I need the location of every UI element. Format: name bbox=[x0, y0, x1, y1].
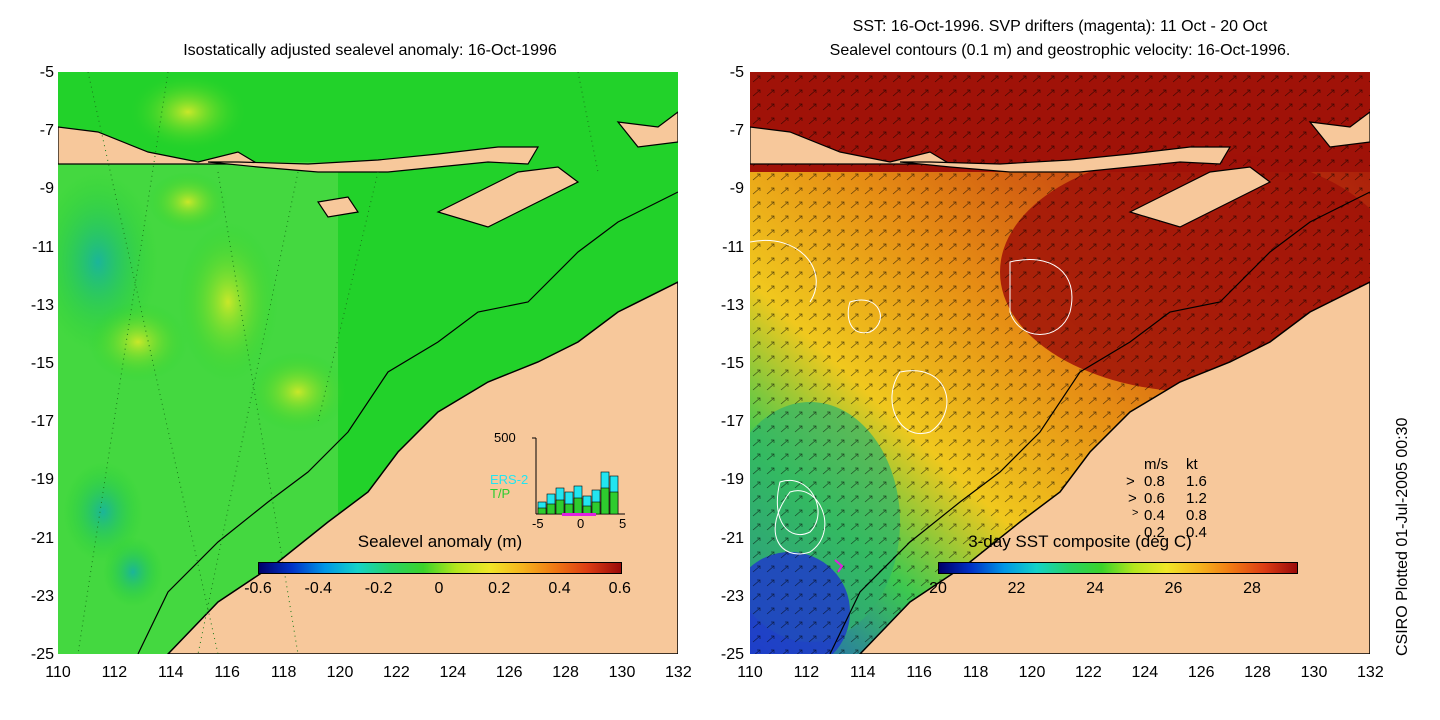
velocity-legend-ms: 0.8 bbox=[1144, 473, 1165, 490]
left-panel-title: Isostatically adjusted sealevel anomaly:… bbox=[183, 42, 557, 59]
x-tick-label: 122 bbox=[383, 664, 410, 681]
colorbar-tick-label: 0.6 bbox=[608, 580, 631, 597]
x-tick-label: 116 bbox=[906, 664, 932, 681]
y-tick-label: -11 bbox=[722, 238, 744, 256]
velocity-legend-kt: 1.2 bbox=[1186, 490, 1207, 507]
colorbar-tick-label: 0.2 bbox=[488, 580, 511, 597]
velocity-arrow-icon: > bbox=[1126, 473, 1135, 490]
velocity-legend-kt: 1.6 bbox=[1186, 473, 1207, 490]
velocity-legend-ms: 0.2 bbox=[1144, 524, 1165, 541]
colorbar-tick-label: 20 bbox=[929, 580, 947, 597]
velocity-legend-kt: 0.4 bbox=[1186, 524, 1207, 541]
x-tick-label: 126 bbox=[495, 664, 523, 681]
x-tick-label: 114 bbox=[850, 664, 876, 681]
y-tick-label: -15 bbox=[720, 355, 744, 372]
inset-xtick: 0 bbox=[577, 516, 584, 531]
velocity-legend-ms: 0.4 bbox=[1144, 507, 1165, 524]
colorbar-tick-label: -0.2 bbox=[364, 580, 393, 597]
x-tick-label: 130 bbox=[1300, 664, 1328, 681]
x-tick-label: 120 bbox=[326, 664, 354, 681]
inset-xtick: -5 bbox=[532, 516, 544, 531]
y-tick-label: -7 bbox=[729, 122, 744, 140]
y-tick-label: -19 bbox=[30, 471, 54, 489]
x-tick-label: 118 bbox=[270, 664, 297, 681]
x-tick-label: 120 bbox=[1018, 664, 1046, 681]
inset-tp-label: T/P bbox=[490, 486, 510, 501]
y-tick-label: -9 bbox=[729, 180, 744, 198]
sst-colorbar bbox=[938, 562, 1298, 574]
sst-colorbar-label: 3-day SST composite (deg C) bbox=[968, 532, 1192, 551]
y-tick-label: -17 bbox=[720, 413, 744, 431]
sla-colorbar bbox=[258, 562, 622, 574]
x-tick-label: 132 bbox=[665, 664, 692, 681]
y-tick-label: -13 bbox=[30, 296, 54, 314]
velocity-legend-kt: 0.8 bbox=[1186, 507, 1207, 524]
y-tick-label: -25 bbox=[720, 646, 744, 663]
colorbar-tick-label: 26 bbox=[1164, 580, 1183, 597]
velocity-arrow-icon: > bbox=[1128, 490, 1137, 507]
y-tick-label: -21 bbox=[30, 529, 54, 547]
colorbar-tick-label: 24 bbox=[1086, 580, 1104, 597]
inset-bars bbox=[537, 471, 619, 515]
x-tick-label: 124 bbox=[439, 664, 467, 681]
sea-level-anomaly-map bbox=[58, 72, 678, 654]
colorbar-tick-label: -0.4 bbox=[304, 580, 333, 597]
x-tick-label: 124 bbox=[1131, 664, 1159, 681]
y-tick-label: -5 bbox=[729, 64, 744, 81]
colorbar-tick-label: 28 bbox=[1243, 580, 1261, 597]
x-tick-label: 110 bbox=[737, 664, 763, 681]
x-tick-label: 114 bbox=[158, 664, 184, 681]
inset-ers2-label: ERS-2 bbox=[490, 472, 528, 487]
x-tick-label: 128 bbox=[552, 664, 579, 681]
right-panel-title-line1: SST: 16-Oct-1996. SVP drifters (magenta)… bbox=[852, 18, 1268, 35]
y-tick-label: -23 bbox=[30, 587, 54, 605]
y-tick-label: -13 bbox=[720, 296, 744, 314]
x-tick-label: 130 bbox=[608, 664, 636, 681]
colorbar-tick-label: 0 bbox=[434, 580, 444, 597]
x-tick-label: 116 bbox=[214, 664, 240, 681]
y-tick-label: -9 bbox=[39, 180, 54, 198]
x-tick-label: 128 bbox=[1244, 664, 1271, 681]
inset-xtick: 5 bbox=[619, 516, 626, 531]
sst-map bbox=[750, 72, 1370, 654]
y-tick-label: -19 bbox=[720, 471, 744, 489]
x-tick-label: 110 bbox=[45, 664, 71, 681]
y-tick-label: -11 bbox=[32, 238, 54, 256]
y-tick-label: -5 bbox=[39, 64, 54, 81]
right-panel-title-line2: Sealevel contours (0.1 m) and geostrophi… bbox=[829, 42, 1291, 59]
x-tick-label: 112 bbox=[101, 664, 128, 681]
y-tick-label: -7 bbox=[39, 122, 54, 140]
y-tick-label: -25 bbox=[30, 646, 54, 663]
x-tick-label: 132 bbox=[1357, 664, 1384, 681]
y-tick-label: -23 bbox=[720, 587, 744, 605]
velocity-arrow-icon: > bbox=[1132, 507, 1139, 519]
sla-colorbar-label: Sealevel anomaly (m) bbox=[357, 532, 523, 551]
x-tick-label: 118 bbox=[962, 664, 989, 681]
colorbar-tick-label: 22 bbox=[1007, 580, 1026, 597]
y-tick-label: -17 bbox=[30, 413, 54, 431]
y-tick-label: -21 bbox=[720, 529, 744, 547]
velocity-legend-ms: 0.6 bbox=[1144, 490, 1165, 507]
x-tick-label: 126 bbox=[1187, 664, 1215, 681]
y-tick-label: -15 bbox=[30, 355, 54, 372]
inset-ymax-label: 500 bbox=[494, 430, 516, 445]
velocity-legend-kt-header: kt bbox=[1186, 456, 1198, 473]
track-count-inset: 500 ERS-2 T/P -5 0 5 bbox=[490, 430, 626, 531]
x-tick-label: 112 bbox=[793, 664, 820, 681]
velocity-legend-ms-header: m/s bbox=[1144, 456, 1169, 473]
colorbar-tick-label: -0.6 bbox=[244, 580, 272, 597]
credit-label: CSIRO Plotted 01-Jul-2005 00:30 bbox=[1394, 417, 1411, 656]
x-tick-label: 122 bbox=[1075, 664, 1102, 681]
colorbar-tick-label: 0.4 bbox=[548, 580, 571, 597]
